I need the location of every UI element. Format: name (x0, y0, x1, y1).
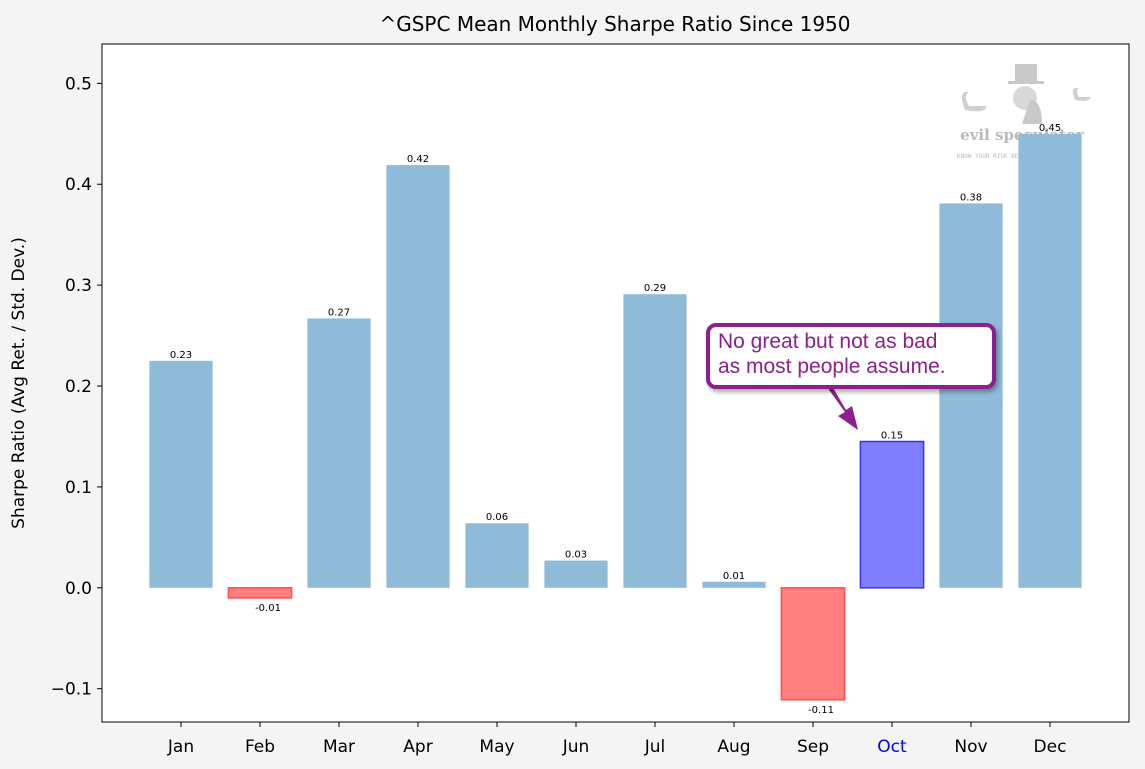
x-tick-label: Mar (323, 737, 355, 757)
bar-apr (386, 165, 450, 588)
x-tick-label: Aug (717, 737, 750, 757)
data-label: 0.23 (170, 350, 192, 361)
y-tick-label: 0.5 (65, 74, 92, 94)
watermark-tagline: KNOW YOUR RISK BEFORE YOU TRADE (957, 153, 1069, 160)
bar-jul (623, 294, 687, 588)
bar-mar (307, 318, 371, 588)
y-tick-label: 0.0 (65, 579, 92, 599)
annotation-line-1: No great but not as bad (718, 330, 938, 353)
bar-sep (780, 587, 846, 701)
data-label: 0.01 (723, 571, 745, 582)
x-tick-label: Jan (167, 737, 194, 757)
y-tick-label: −0.1 (51, 680, 92, 700)
data-label: 0.29 (644, 283, 666, 294)
annotation-line-2: as most people assume. (718, 355, 946, 378)
x-tick-label: Dec (1034, 737, 1067, 757)
data-label: 0.45 (1039, 123, 1061, 134)
bar-feb (227, 587, 293, 599)
y-tick-label: 0.1 (65, 478, 92, 498)
data-label: -0.11 (808, 705, 834, 716)
data-label: 0.06 (486, 512, 508, 523)
data-label: 0.27 (328, 307, 350, 318)
x-tick-label: Sep (797, 737, 829, 757)
bar-may (465, 523, 529, 588)
y-tick-label: 0.2 (65, 377, 92, 397)
chart-title: ^GSPC Mean Monthly Sharpe Ratio Since 19… (379, 12, 850, 36)
data-label: 0.15 (881, 431, 903, 442)
bar-aug (702, 581, 766, 588)
x-tick-label: Feb (245, 737, 275, 757)
x-tick-label: Oct (877, 737, 907, 757)
x-tick-label: Jun (562, 737, 590, 757)
y-axis-label: Sharpe Ratio (Avg Ret. / Std. Dev.) (9, 237, 29, 529)
x-tick-label: Jul (644, 737, 666, 757)
data-label: 0.03 (565, 550, 587, 561)
bar-jan (149, 360, 213, 588)
data-label: -0.01 (255, 603, 281, 614)
data-label: 0.38 (960, 192, 982, 203)
data-label: 0.42 (407, 154, 429, 165)
x-tick-label: Apr (403, 737, 432, 757)
annotation-callout: No great but not as bad as most people a… (706, 323, 996, 389)
x-tick-label: Nov (954, 737, 987, 757)
x-tick-label: May (479, 737, 514, 757)
bar-jun (544, 560, 608, 588)
bar-oct (859, 440, 925, 589)
y-tick-label: 0.4 (65, 175, 92, 195)
bar-dec (1018, 133, 1082, 588)
annotation-arrow (822, 376, 858, 430)
bar-nov (939, 203, 1003, 588)
y-tick-label: 0.3 (65, 276, 92, 296)
